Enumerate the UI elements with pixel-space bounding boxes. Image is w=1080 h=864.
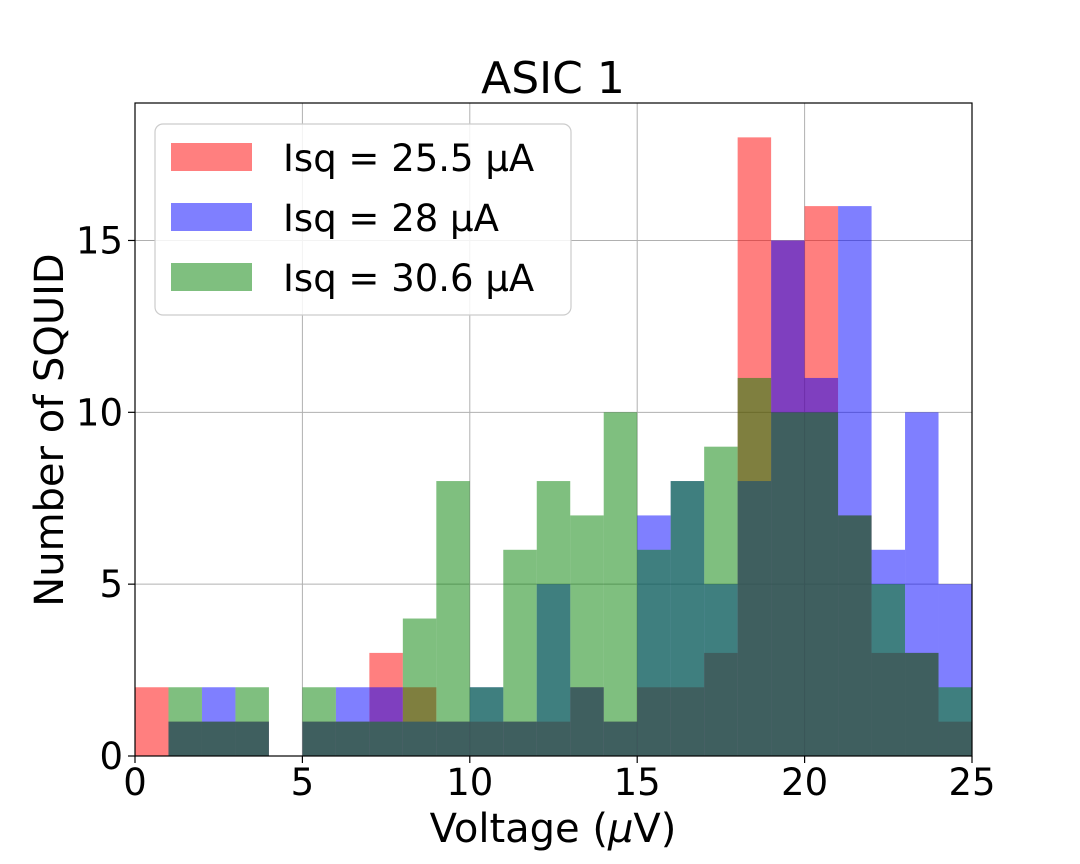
bar-series-3 [469,687,504,756]
bar-series-3 [302,687,336,756]
bar-series-3 [235,687,269,756]
bar-series-3 [771,412,805,756]
bar-series-3 [838,515,872,756]
x-axis-label: Voltage (μV) [430,806,677,852]
bar-series-3 [168,687,202,756]
legend-label-2: Isq = 28 μA [283,197,499,240]
bar-series-1 [135,687,169,756]
bar-series-3 [737,377,772,756]
chart-title: ASIC 1 [481,53,625,104]
bar-series-3 [402,618,437,756]
bar-series-3 [905,652,939,756]
bars [135,137,972,757]
bar-series-3 [201,721,236,756]
y-tick-label: 15 [76,219,123,262]
plot-frame [134,102,973,757]
bar-series-3 [503,549,537,756]
legend-swatch-3 [171,263,252,291]
y-tick-label: 10 [76,391,123,434]
bar-series-3 [570,515,604,756]
legend-label-3: Isq = 30.6 μA [283,257,534,300]
bar-series-3 [369,721,403,756]
x-tick-label: 5 [291,761,315,804]
y-tick-label: 0 [99,735,123,778]
bar-series-3 [670,481,705,756]
y-tick-label: 5 [99,563,123,606]
bar-series-3 [871,584,906,756]
x-tick-label: 20 [781,761,828,804]
y-ticks: 0 5 10 15 [76,219,135,778]
bar-series-3 [603,412,638,756]
x-tick-label: 0 [123,761,147,804]
bar-series-3 [436,481,470,756]
bar-series-3 [335,721,370,756]
bar-series-3 [704,446,738,756]
bar-series-3 [637,549,671,756]
legend-swatch-2 [171,203,252,231]
x-tick-label: 25 [948,761,995,804]
x-ticks: 0 5 10 15 20 25 [123,756,996,804]
bar-series-3 [938,687,972,756]
legend-frame [154,123,572,316]
bar-series-3 [536,481,571,756]
legend-swatch-1 [171,143,252,171]
x-tick-label: 15 [614,761,661,804]
x-tick-label: 10 [446,761,493,804]
legend: Isq = 25.5 μA Isq = 28 μA Isq = 30.6 μA [154,123,572,316]
legend-label-1: Isq = 25.5 μA [283,137,534,180]
y-axis-label: Number of SQUID [27,253,73,606]
bar-series-3 [804,412,839,756]
